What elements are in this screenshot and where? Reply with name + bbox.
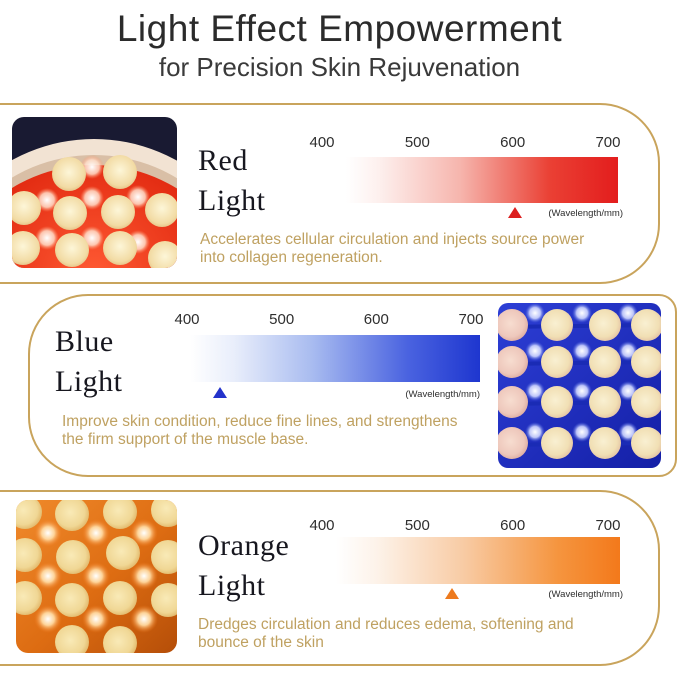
blue-gradient-bar bbox=[190, 335, 480, 382]
blue-light-description: Improve skin condition, reduce fine line… bbox=[62, 413, 458, 448]
orange-gradient-bar bbox=[336, 537, 620, 584]
red-led-bulbs bbox=[12, 155, 177, 268]
orange-glow-dots bbox=[34, 519, 158, 633]
blue-wavelength-marker-icon bbox=[213, 387, 227, 398]
blue-led-photo bbox=[498, 303, 661, 468]
orange-led-photo bbox=[16, 500, 177, 653]
orange-wavelength-unit: (Wavelength/mm) bbox=[548, 589, 623, 600]
page-title: Light Effect Empowerment bbox=[116, 8, 563, 49]
orange-light-description: Dredges circulation and reduces edema, s… bbox=[198, 616, 574, 651]
orange-light-heading: Orange Light bbox=[198, 529, 290, 602]
red-light-description: Accelerates cellular circulation and inj… bbox=[200, 231, 585, 266]
orange-led-bulbs bbox=[16, 500, 177, 653]
red-light-heading: Red Light bbox=[198, 144, 266, 217]
blue-wavelength-unit: (Wavelength/mm) bbox=[405, 389, 480, 400]
red-wavelength-unit: (Wavelength/mm) bbox=[548, 208, 623, 219]
blue-light-heading: Blue Light bbox=[55, 325, 123, 398]
orange-wavelength-ticks: 400 500 600 700 bbox=[309, 517, 621, 534]
red-gradient-bar bbox=[346, 157, 618, 203]
red-glow-dots bbox=[35, 155, 150, 254]
page-subtitle: for Precision Skin Rejuvenation bbox=[158, 52, 521, 82]
red-wavelength-ticks: 400 500 600 700 bbox=[309, 134, 621, 151]
red-wavelength-marker-icon bbox=[508, 207, 522, 218]
blue-led-bulbs bbox=[498, 309, 661, 459]
orange-wavelength-marker-icon bbox=[445, 588, 459, 599]
blue-glow-dots bbox=[525, 303, 638, 442]
blue-wavelength-ticks: 400 500 600 700 bbox=[174, 311, 484, 328]
red-led-photo bbox=[12, 117, 177, 268]
